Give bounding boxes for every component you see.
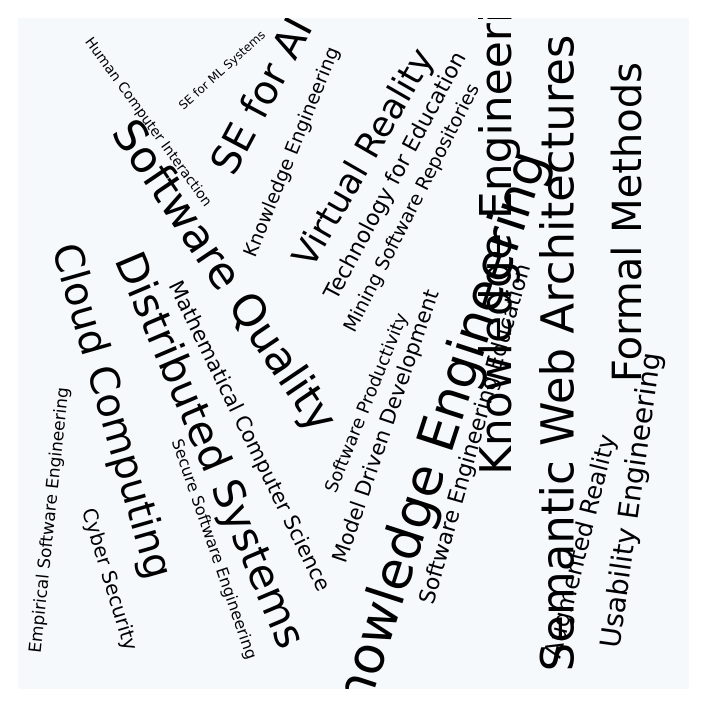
word-empirical-software-engineering: Empirical Software Engineering xyxy=(25,386,74,654)
word-formal-methods: Formal Methods xyxy=(605,62,651,382)
word-cloud: Human Computer Interaction SE for ML Sys… xyxy=(18,18,689,689)
word-usability-engineering: Usability Engineering xyxy=(593,350,668,650)
